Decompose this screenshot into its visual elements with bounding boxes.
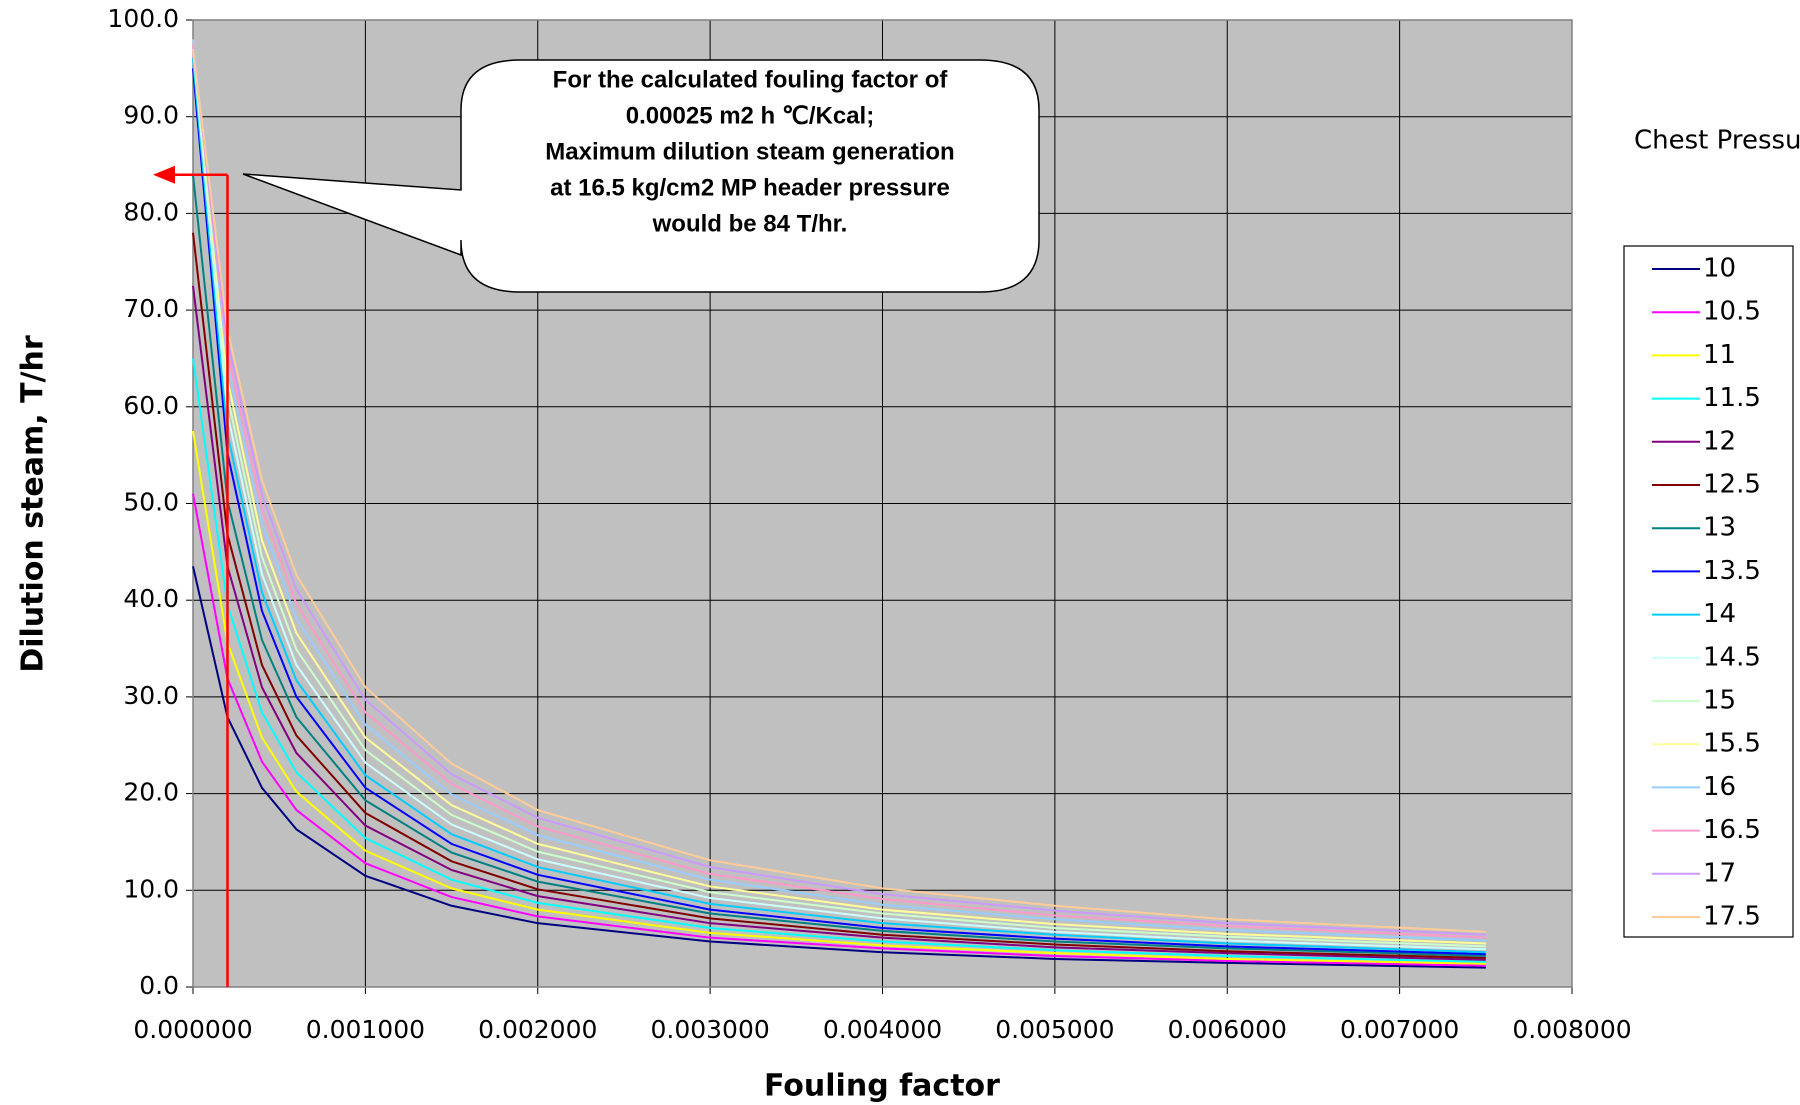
legend-box bbox=[1623, 245, 1794, 938]
annotation-line: For the calculated fouling factor of bbox=[553, 66, 949, 93]
legend-label: 12 bbox=[1703, 426, 1736, 456]
x-tick-label: 0.008000 bbox=[1512, 1015, 1631, 1044]
y-tick-label: 0.0 bbox=[139, 971, 179, 1000]
y-tick-label: 70.0 bbox=[123, 294, 179, 323]
legend-label: 17 bbox=[1703, 858, 1736, 888]
annotation-line: Maximum dilution steam generation bbox=[545, 138, 954, 165]
grid bbox=[186, 19, 1573, 994]
x-tick-label: 0.002000 bbox=[478, 1015, 597, 1044]
series-line bbox=[192, 174, 1486, 958]
series-line bbox=[192, 48, 1486, 951]
callout-text: For the calculated fouling factor of 0.00… bbox=[545, 66, 954, 237]
legend-label: 13.5 bbox=[1703, 556, 1761, 586]
series-line bbox=[192, 358, 1486, 963]
legend-label: 11.5 bbox=[1703, 383, 1761, 413]
legend-label: 16.5 bbox=[1703, 815, 1761, 845]
annotation-line: would be 84 T/hr. bbox=[652, 210, 848, 237]
x-tick-label: 0.001000 bbox=[306, 1015, 425, 1044]
reference bbox=[153, 165, 229, 987]
annotation-line: at 16.5 kg/cm2 MP header pressure bbox=[550, 174, 950, 201]
series-line bbox=[192, 39, 1486, 942]
x-tick-label: 0.007000 bbox=[1340, 1015, 1459, 1044]
x-axis-title: Fouling factor bbox=[764, 1069, 1000, 1104]
series-line bbox=[192, 493, 1486, 967]
legend-label: 17.5 bbox=[1703, 902, 1761, 932]
x-tick-label: 0.006000 bbox=[1168, 1015, 1287, 1044]
legend: 10 10.5 11 11.5 12 12.5 13 13.5 14 14.5 15 15.5 16 16… bbox=[1652, 254, 1761, 932]
legend-label: 12.5 bbox=[1703, 470, 1761, 500]
series-line bbox=[192, 48, 1486, 936]
series-line bbox=[192, 39, 1486, 945]
callout-box bbox=[242, 59, 1040, 293]
series-line bbox=[192, 44, 1486, 939]
series-line bbox=[192, 566, 1486, 969]
legend-label: 14.5 bbox=[1703, 642, 1761, 672]
y-tick-label: 80.0 bbox=[123, 197, 179, 226]
y-tick-label: 30.0 bbox=[123, 681, 179, 710]
y-tick-label: 40.0 bbox=[123, 584, 179, 613]
series-line bbox=[192, 48, 1486, 933]
y-tick-label: 60.0 bbox=[123, 391, 179, 420]
legend-label: 14 bbox=[1703, 599, 1736, 629]
legend-label: 15 bbox=[1703, 686, 1736, 716]
y-tick-label: 50.0 bbox=[123, 488, 179, 517]
plot-border bbox=[192, 19, 1573, 988]
legend-label: 15.5 bbox=[1703, 729, 1761, 759]
y-tick-label: 90.0 bbox=[123, 101, 179, 130]
y-axis-title: Dilution steam, T/hr bbox=[16, 335, 51, 673]
legend-label: 10.5 bbox=[1703, 297, 1761, 327]
x-tick-label: 0.005000 bbox=[995, 1015, 1114, 1044]
legend-label: 10 bbox=[1703, 254, 1736, 284]
x-tick-label: 0.004000 bbox=[823, 1015, 942, 1044]
legend-title: Chest Pressure bbox=[1634, 126, 1800, 156]
series-line bbox=[192, 232, 1486, 959]
legend-label: 16 bbox=[1703, 772, 1736, 802]
series-line bbox=[192, 285, 1486, 961]
legend-label: 13 bbox=[1703, 513, 1736, 543]
series-lines bbox=[192, 39, 1486, 969]
series-line bbox=[192, 430, 1486, 965]
y-tick-label: 100.0 bbox=[107, 4, 179, 33]
series-line bbox=[192, 44, 1486, 948]
x-tick-label: 0.000000 bbox=[133, 1015, 252, 1044]
series-line bbox=[192, 58, 1486, 954]
y-tick-label: 10.0 bbox=[123, 874, 179, 903]
y-tick-label: 20.0 bbox=[123, 778, 179, 807]
series-line bbox=[192, 68, 1486, 956]
x-tick-label: 0.003000 bbox=[650, 1015, 769, 1044]
legend-label: 11 bbox=[1703, 340, 1736, 370]
annotation-line: 0.00025 m2 h ℃/Kcal; bbox=[626, 102, 874, 129]
reference-arrowhead bbox=[153, 165, 175, 184]
